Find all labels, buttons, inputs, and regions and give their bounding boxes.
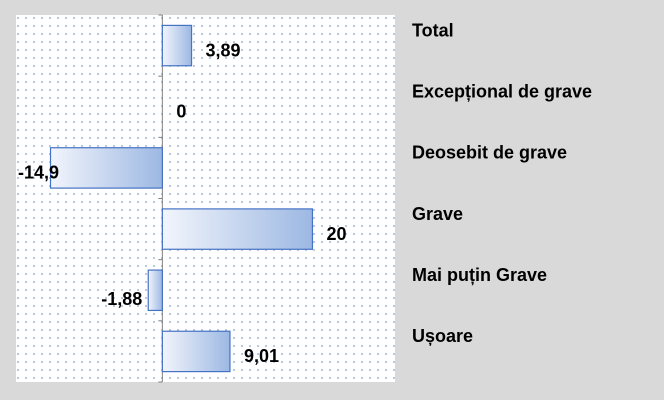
category-label: Excepțional de grave — [412, 82, 592, 102]
value-label: 9,01 — [244, 346, 279, 366]
value-label: -14,9 — [18, 163, 59, 183]
bar — [49, 147, 163, 189]
category-label: Mai puțin Grave — [412, 265, 547, 285]
value-label: 20 — [326, 224, 346, 244]
value-label: 0 — [176, 102, 186, 122]
bar — [147, 269, 163, 312]
bar — [161, 208, 314, 250]
category-label: Grave — [412, 204, 463, 224]
plot-pattern — [16, 15, 395, 382]
category-label: Total — [412, 20, 454, 40]
value-label: 3,89 — [206, 40, 241, 60]
value-label: -1,88 — [101, 289, 142, 309]
category-label: Ușoare — [412, 326, 473, 346]
bar — [161, 24, 193, 67]
category-label: Deosebit de grave — [412, 143, 567, 163]
bar — [161, 330, 231, 373]
